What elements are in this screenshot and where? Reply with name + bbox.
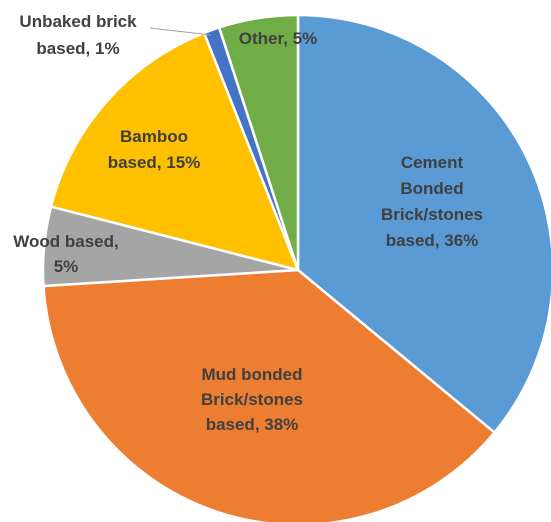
data-label-line: Mud bonded <box>201 365 302 384</box>
pie-slice-other <box>217 13 300 272</box>
data-label-line: based, 38% <box>206 415 299 434</box>
data-label-unbaked-brick-based: Unbaked brick based, 1% <box>19 12 137 58</box>
data-label-wood-based: Wood based, 5% <box>13 232 118 276</box>
pie-slice-mud-bonded-brick-stones-based <box>42 268 496 522</box>
data-label-line: 5% <box>54 257 79 276</box>
data-label-line: Wood based, <box>13 232 118 251</box>
data-label-line: Bonded <box>400 179 463 198</box>
data-label-line: based, 36% <box>386 231 479 250</box>
pie-labels: Cement Bonded Brick/stones based, 36% Mud bo… <box>13 12 483 434</box>
data-label-line: Bamboo <box>120 127 188 146</box>
pie-slice-bamboo-based <box>49 31 300 272</box>
data-label-bamboo-based: Bamboo based, 15% <box>108 127 201 172</box>
data-label-line: Brick/stones <box>381 205 483 224</box>
data-label-line: based, 15% <box>108 153 201 172</box>
data-label-line: based, 1% <box>36 39 119 58</box>
data-label-line: Other, 5% <box>239 29 317 48</box>
data-label-mud-bonded-brick-stones-based: Mud bonded Brick/stones based, 38% <box>201 365 303 434</box>
data-label-line: Brick/stones <box>201 390 303 409</box>
data-label-line: Unbaked brick <box>19 12 137 31</box>
data-label-line: Cement <box>401 153 464 172</box>
data-label-other: Other, 5% <box>239 29 317 48</box>
leader-line-unbaked-brick <box>149 27 212 36</box>
pie-slice-cement-bonded-brick-stones-based <box>296 13 551 434</box>
pie-slices <box>41 13 551 522</box>
data-label-cement-bonded-brick-stones-based: Cement Bonded Brick/stones based, 36% <box>381 153 483 250</box>
